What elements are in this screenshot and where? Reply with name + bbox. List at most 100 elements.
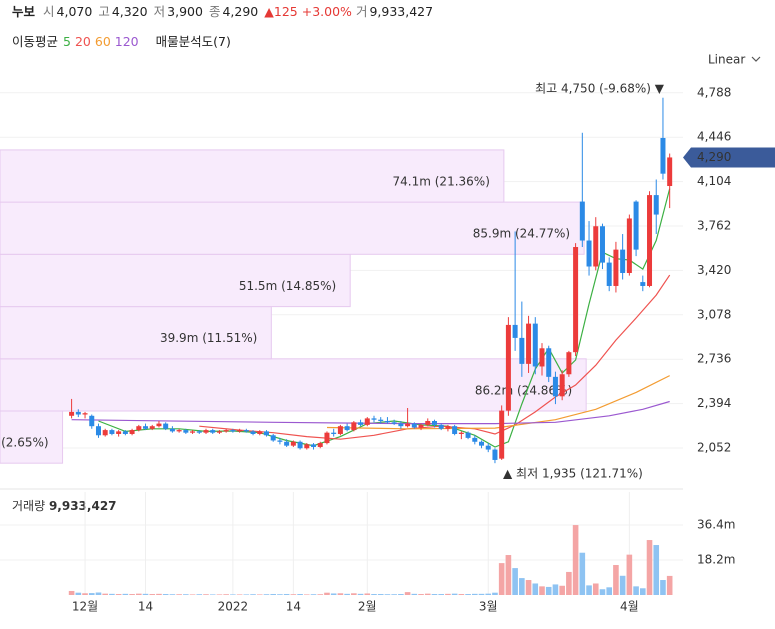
volume-bar [304, 594, 310, 595]
profile-bar [0, 410, 64, 464]
candle-body [626, 218, 632, 273]
volume-bar [209, 594, 216, 595]
candle-body [230, 430, 236, 432]
quote-items: 시 4,070 고 4,320 저 3,900 종 4,290 [43, 4, 264, 19]
volume-bar [438, 594, 444, 595]
candle-body [647, 195, 653, 286]
volume-bar [149, 594, 156, 595]
volume-bar [357, 593, 364, 595]
volume-bar [505, 555, 512, 595]
candle-body [344, 426, 350, 431]
candle-body [526, 323, 532, 364]
candle-body [122, 431, 128, 434]
volume-bar [142, 593, 149, 595]
candle-body [512, 324, 518, 338]
candle-body [593, 226, 599, 267]
candle-body [156, 423, 162, 427]
candle-body [599, 226, 605, 263]
volume-bar [337, 593, 344, 595]
volume-bar [451, 593, 458, 595]
profile-label: 85.9m (24.77%) [473, 227, 570, 241]
volume-bar [640, 588, 646, 595]
candle-body [398, 423, 404, 427]
candle-body [452, 426, 458, 434]
volume-bar [498, 563, 505, 595]
volume-bars [68, 525, 673, 595]
quote-label: 저 [153, 4, 166, 19]
dropdown-icon[interactable] [751, 56, 761, 62]
candle-body [95, 426, 101, 436]
candle-body [371, 418, 377, 420]
volume-bar [519, 578, 525, 595]
profile-bar [0, 253, 351, 308]
volume-value: 9,933,427 [369, 4, 434, 19]
candle-body [176, 430, 182, 432]
volume-bar [613, 565, 619, 595]
volume-bar [115, 594, 122, 595]
volume-bar [472, 593, 478, 595]
volume-bar [633, 586, 639, 595]
volume-bar [136, 593, 142, 595]
volume-bar [431, 594, 438, 595]
candle-body [660, 137, 666, 174]
volume-bar [619, 575, 626, 595]
volume-bar [344, 593, 350, 595]
profile-label[interactable]: 매물분석도(7) [155, 34, 231, 49]
candle-body [667, 157, 673, 187]
candle-body [277, 440, 283, 442]
scale-toggle[interactable]: Linear [708, 53, 745, 67]
quote-value: 4,290 [222, 4, 259, 19]
volume-bar [156, 593, 162, 595]
volume-pane-value: 9,933,427 [49, 499, 117, 513]
quote-value: 3,900 [167, 4, 203, 19]
candle-body [499, 410, 505, 459]
volume-bar [277, 594, 283, 595]
volume-bar [189, 594, 196, 595]
candle-body [505, 324, 511, 411]
price-tag-label: 4,290 [697, 150, 731, 164]
candle-body [358, 422, 364, 425]
profile-bar [0, 201, 585, 255]
candle-body [559, 374, 565, 397]
volume-bar [230, 594, 236, 595]
candle-body [149, 426, 155, 429]
stock-header: 누보 시 4,070 고 4,320 저 3,900 종 4,290 ▲125 +3.00% 거 9,9… [12, 3, 439, 21]
volume-bar [263, 594, 270, 595]
candle-body [290, 441, 296, 446]
candle-body [653, 195, 659, 215]
volume-bar [169, 594, 176, 595]
candle-body [351, 422, 357, 431]
volume-title: 거래량 9,933,427 [12, 499, 117, 513]
candle-body [237, 430, 243, 432]
ma-label[interactable]: 이동평균 [12, 34, 59, 49]
volume-bar [485, 593, 492, 595]
volume-bar [256, 594, 263, 595]
volume-label: 거 [355, 4, 368, 19]
candle-body [411, 423, 417, 428]
volume-pane-title: 거래량 [12, 499, 45, 513]
volume-bar [324, 592, 330, 595]
volume-bar [418, 594, 424, 595]
candle-body [89, 415, 95, 427]
candle-body [566, 352, 572, 375]
quote-value: 4,320 [111, 4, 148, 19]
volume-bar [572, 525, 579, 595]
candle-body [169, 428, 175, 432]
volume-bar [660, 580, 666, 595]
volume-bar [82, 593, 88, 595]
x-tick-label: 14 [138, 600, 153, 614]
ma-line [326, 375, 670, 430]
quote-label: 시 [43, 4, 55, 19]
volume-bar [183, 594, 189, 595]
candle-body [640, 282, 646, 286]
candle-body [472, 437, 478, 442]
y-tick-label: 4,104 [697, 174, 731, 188]
volume-bar [102, 593, 108, 595]
volume-bar [317, 594, 324, 595]
volume-bar [250, 594, 256, 595]
candle-body [270, 435, 276, 441]
x-tick-label: 3월 [479, 600, 498, 614]
volume-bar [196, 594, 203, 595]
volume-bar [203, 594, 209, 595]
